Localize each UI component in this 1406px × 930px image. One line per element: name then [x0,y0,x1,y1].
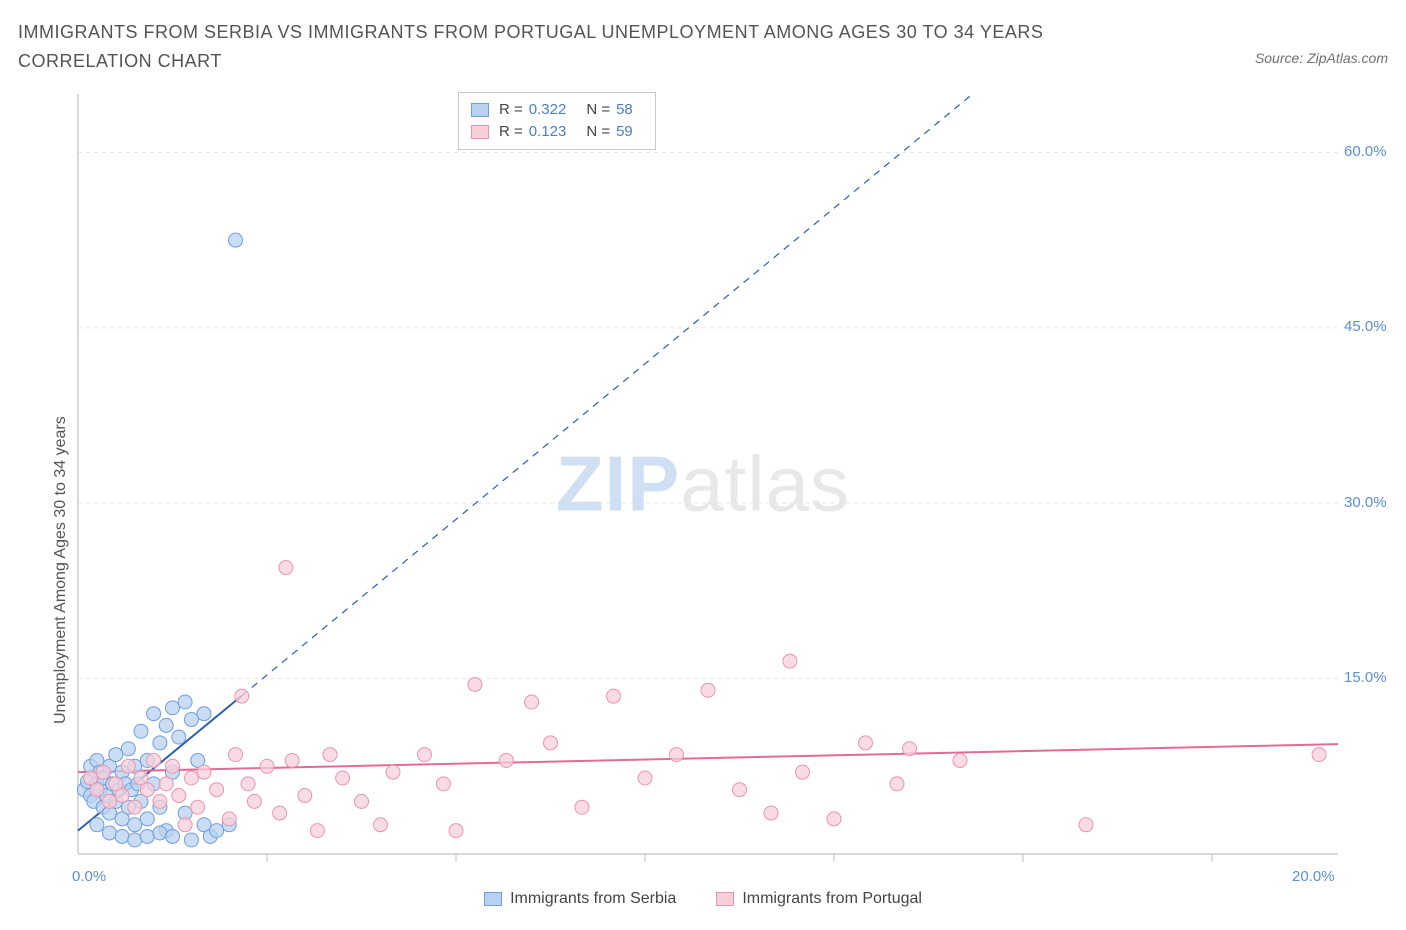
r-value: 0.322 [529,101,567,118]
legend-label: Immigrants from Portugal [742,890,922,908]
legend-item: Immigrants from Portugal [716,890,922,908]
r-label: R = [499,123,523,140]
r-label: R = [499,101,523,118]
n-label: N = [586,101,610,118]
legend-swatch [471,125,489,139]
legend-swatch [484,892,502,906]
legend-label: Immigrants from Serbia [510,890,676,908]
legend-swatch [471,103,489,117]
y-tick-label: 60.0% [1344,143,1387,160]
n-value: 59 [616,123,633,140]
n-value: 58 [616,101,633,118]
y-tick-label: 30.0% [1344,494,1387,511]
legend-stat-row: R = 0.123 N = 59 [471,121,643,143]
stats-legend-box: R = 0.322 N = 58 R = 0.123 N = 59 [458,92,656,150]
x-tick-label: 20.0% [1292,868,1335,885]
chart-container: Unemployment Among Ages 30 to 34 years Z… [18,84,1388,884]
scatter-chart [18,84,1388,884]
r-value: 0.123 [529,123,567,140]
n-label: N = [586,123,610,140]
y-tick-label: 45.0% [1344,318,1387,335]
legend-stat-row: R = 0.322 N = 58 [471,99,643,121]
x-tick-label: 0.0% [72,868,106,885]
legend-swatch [716,892,734,906]
legend-item: Immigrants from Serbia [484,890,676,908]
source-label: Source: ZipAtlas.com [1255,50,1388,66]
chart-title: IMMIGRANTS FROM SERBIA VS IMMIGRANTS FRO… [18,18,1118,76]
y-axis-label: Unemployment Among Ages 30 to 34 years [52,416,70,724]
y-tick-label: 15.0% [1344,669,1387,686]
series-legend: Immigrants from Serbia Immigrants from Po… [18,890,1388,908]
